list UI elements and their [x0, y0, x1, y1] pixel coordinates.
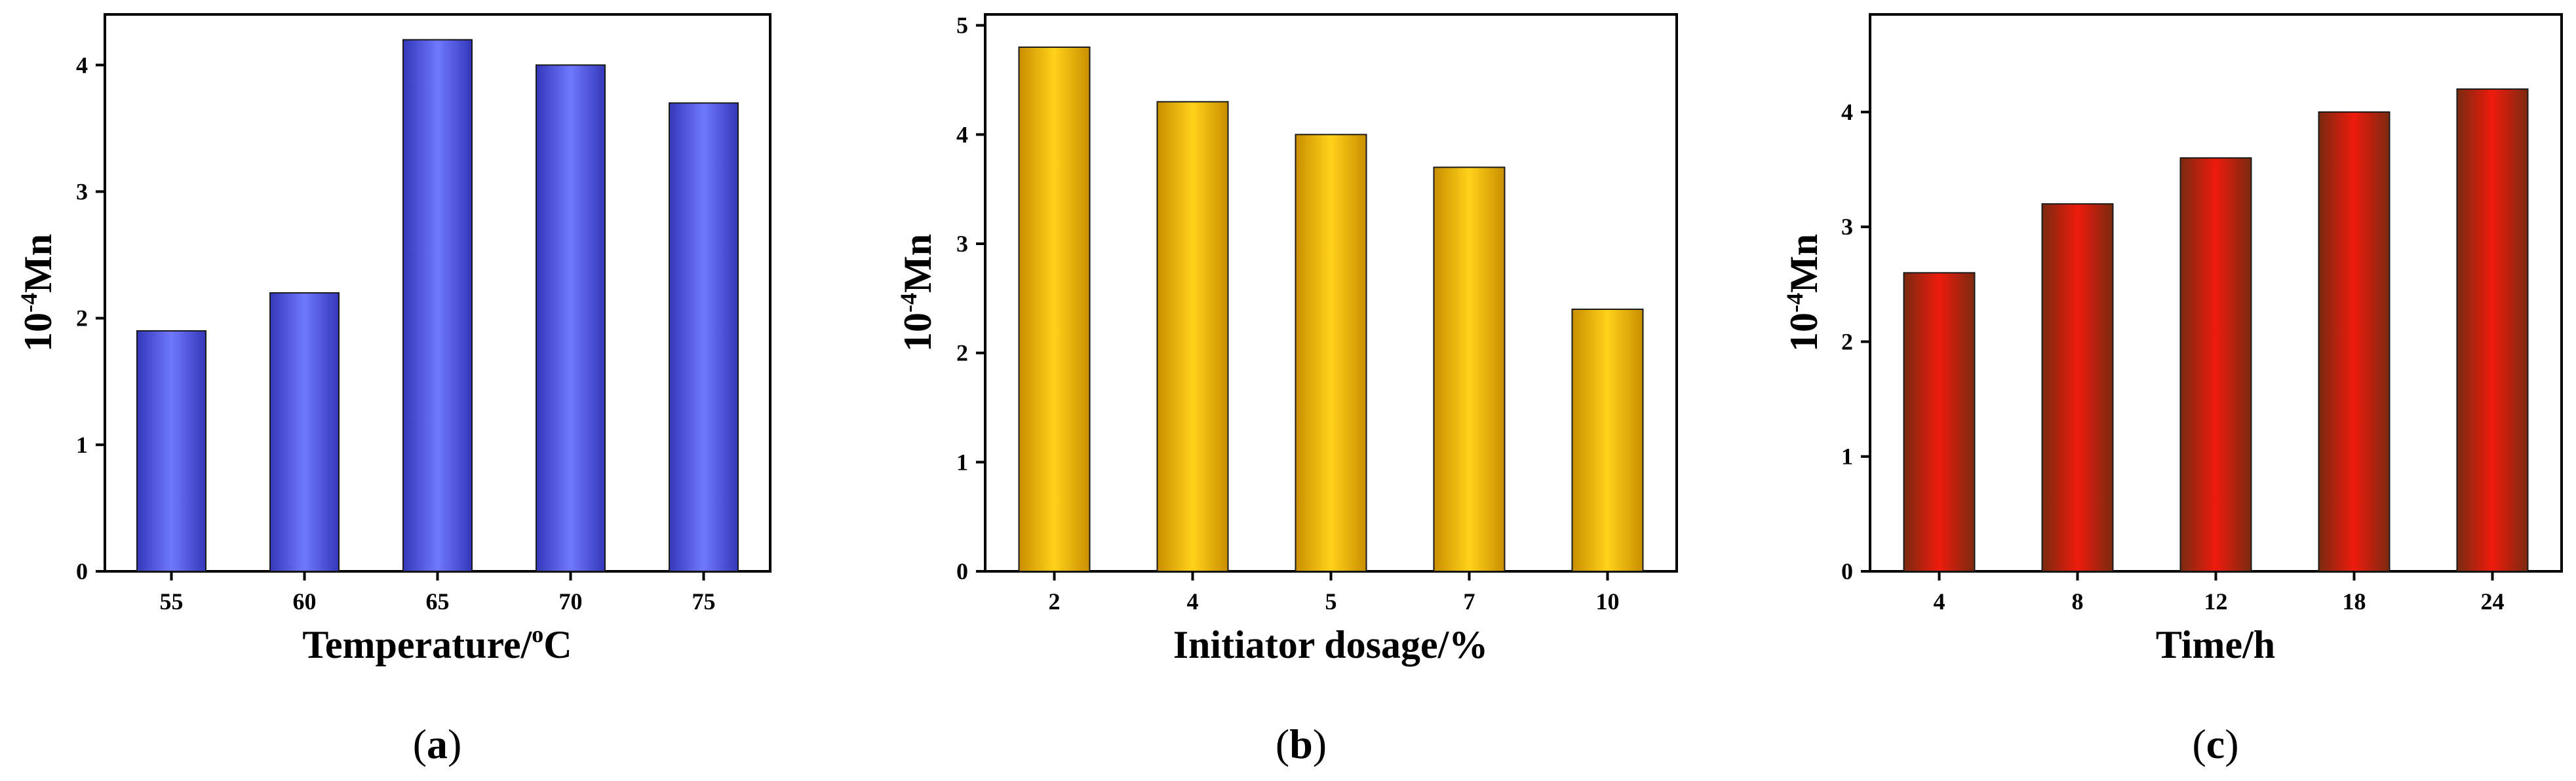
x-tick-label: 12 [2204, 588, 2228, 615]
y-ticks-c: 0 1 2 3 4 [1841, 99, 1870, 584]
bars-b [1018, 47, 1644, 573]
y-tick-label: 2 [76, 305, 88, 332]
panel-a: 0 1 2 3 4 55 60 65 70 75 10-4Mn Temperature/oC (… [16, 13, 771, 767]
y-tick-label: 1 [1841, 444, 1853, 470]
bar-a-60 [269, 292, 340, 572]
x-axis-title-b: Initiator dosage/% [1173, 623, 1489, 666]
y-tick-label: 3 [956, 231, 968, 257]
x-ticks-b: 2 4 5 7 10 [1049, 571, 1620, 615]
x-tick-label: 2 [1049, 588, 1061, 615]
bars-a [136, 39, 739, 573]
x-tick-label: 75 [692, 588, 716, 615]
bar-b-10 [1571, 309, 1644, 572]
x-tick-label: 5 [1325, 588, 1337, 615]
y-tick-label: 4 [956, 121, 968, 147]
y-tick-label: 2 [1841, 328, 1853, 354]
y-ticks-b: 0 1 2 3 4 5 [956, 12, 985, 584]
bar-c-24 [2456, 88, 2529, 572]
x-tick-label: 4 [1934, 588, 1945, 615]
y-axis-title-c: 10-4Mn [1782, 234, 1825, 352]
bar-b-2 [1018, 47, 1091, 572]
bar-c-4 [1903, 272, 1976, 572]
y-ticks-a: 0 1 2 3 4 [76, 52, 105, 584]
panel-caption-b: (b) [1276, 721, 1327, 767]
x-tick-label: 65 [426, 588, 450, 615]
y-tick-label: 5 [956, 12, 968, 39]
x-tick-label: 60 [293, 588, 317, 615]
bar-a-65 [402, 39, 473, 573]
x-tick-label: 7 [1464, 588, 1475, 615]
y-tick-label: 0 [1841, 558, 1853, 584]
x-axis-title-a: Temperature/oC [302, 621, 572, 666]
bars-c [1903, 88, 2529, 573]
bar-b-4 [1156, 101, 1229, 573]
x-tick-label: 55 [160, 588, 184, 615]
y-tick-label: 4 [1841, 99, 1853, 125]
y-tick-label: 0 [956, 558, 968, 584]
x-tick-label: 8 [2072, 588, 2084, 615]
y-tick-label: 3 [76, 178, 88, 204]
x-ticks-a: 55 60 65 70 75 [160, 571, 716, 615]
x-axis-title-c: Time/h [2156, 623, 2275, 666]
bar-b-7 [1433, 166, 1506, 573]
bar-c-12 [2179, 157, 2252, 573]
panel-caption-c: (c) [2192, 721, 2238, 767]
y-tick-label: 0 [76, 558, 88, 584]
y-tick-label: 1 [76, 432, 88, 458]
x-ticks-c: 4 8 12 18 24 [1934, 571, 2505, 615]
x-tick-label: 70 [559, 588, 583, 615]
bar-c-8 [2041, 203, 2114, 573]
x-tick-label: 10 [1596, 588, 1620, 615]
y-tick-label: 1 [956, 449, 968, 475]
panel-caption-a: (a) [413, 721, 462, 767]
x-tick-label: 4 [1187, 588, 1199, 615]
y-axis-title-b: 10-4Mn [895, 234, 939, 352]
bar-a-75 [669, 102, 739, 572]
x-tick-label: 24 [2481, 588, 2505, 615]
x-tick-label: 18 [2343, 588, 2366, 615]
y-tick-label: 3 [1841, 214, 1853, 240]
bar-b-5 [1295, 134, 1367, 573]
y-axis-title-a: 10-4Mn [16, 234, 60, 352]
bar-a-55 [136, 330, 206, 572]
bar-a-70 [536, 64, 606, 573]
y-tick-label: 4 [76, 52, 88, 78]
bar-c-18 [2318, 111, 2391, 573]
y-tick-label: 2 [956, 340, 968, 366]
